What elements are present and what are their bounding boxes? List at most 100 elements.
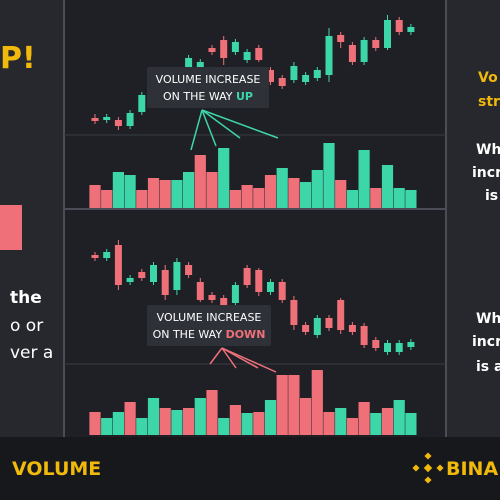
right-panel [447, 0, 500, 437]
brand-name: BINA [446, 458, 498, 480]
candle-body [126, 113, 134, 126]
candle-body [138, 95, 146, 112]
label-box [147, 305, 271, 346]
candle-body [103, 117, 111, 120]
arrows [209, 347, 277, 373]
candle-body [313, 70, 321, 78]
volume-bar [241, 185, 253, 208]
volume-bar [218, 418, 230, 435]
label-text: VOLUME INCREASE [157, 311, 262, 324]
candle-body [337, 35, 345, 42]
volume-bar [288, 178, 300, 208]
volume-bar [159, 180, 171, 208]
volume-bar [276, 168, 288, 208]
candle-body [161, 270, 169, 295]
volume-bar [171, 180, 183, 208]
body-text: the [10, 288, 42, 308]
body-text: ver a [10, 343, 53, 363]
candle-body [114, 245, 122, 285]
candles [91, 240, 415, 355]
label-box [147, 67, 269, 108]
volume-bar [370, 413, 382, 435]
volume-bar [124, 175, 136, 208]
candle-body [384, 343, 391, 352]
candle-body [360, 40, 368, 62]
candle-body [220, 298, 228, 305]
label-text: ON THE WAY [153, 328, 223, 341]
volume-bar [381, 408, 394, 435]
volume-bar [112, 412, 124, 435]
volume-bar [346, 190, 358, 208]
body-text: is [485, 188, 498, 204]
volume-bar [112, 172, 124, 208]
candle-body [360, 326, 368, 345]
volume-bar [147, 178, 160, 208]
headline: P! [0, 41, 36, 76]
candle-body [173, 262, 181, 290]
volume-bar [346, 418, 358, 435]
volume-bar [241, 413, 253, 435]
body-text: incr [472, 334, 500, 350]
candle-body [220, 40, 228, 58]
candle-body [302, 325, 310, 332]
volume-bar [323, 412, 335, 435]
volume-bar [136, 418, 148, 435]
candle-body [208, 48, 216, 52]
volume-bar [300, 398, 312, 435]
candle-body [348, 325, 356, 332]
candle-body [325, 36, 333, 75]
volume-bar [264, 175, 277, 208]
candle-body [407, 342, 415, 347]
arrows [190, 109, 279, 151]
candle-body [395, 343, 403, 352]
volume-bar [159, 408, 171, 435]
candle-body [103, 252, 111, 258]
body-text: incr [472, 165, 500, 181]
footer-title: VOLUME [12, 458, 101, 480]
candle-body [231, 42, 239, 52]
swatch [0, 205, 22, 250]
candle-body [325, 318, 333, 328]
candle-body [372, 340, 380, 348]
volume-bar [393, 400, 405, 435]
body-text: str [478, 94, 500, 110]
candle-body [255, 270, 263, 292]
volume-bars [89, 370, 417, 435]
candle-body [243, 52, 251, 60]
volume-bar [253, 188, 265, 208]
volume-bar [206, 390, 218, 435]
volume-bar [253, 412, 265, 435]
candle-body [196, 282, 204, 300]
candle-body [267, 282, 274, 292]
volume-bars [89, 143, 417, 208]
candle-body [114, 120, 122, 126]
volume-bar [147, 398, 160, 435]
candle-body [302, 75, 310, 82]
volume-bar [358, 402, 370, 435]
candle-body [278, 282, 286, 300]
candle-body [348, 45, 356, 62]
volume-bar [393, 188, 405, 208]
volume-bar [171, 410, 183, 435]
label-text: VOLUME INCREASE [156, 73, 261, 86]
volume-bar [194, 398, 206, 435]
label-text: ON THE WAY [163, 90, 233, 103]
volume-bar [358, 150, 370, 208]
candle-body [150, 265, 157, 282]
volume-bar [323, 143, 335, 208]
candle-body [231, 285, 239, 303]
label-highlight: DOWN [226, 328, 266, 341]
volume-bar [276, 375, 288, 435]
volume-bar [101, 418, 113, 435]
candle-body [407, 27, 415, 32]
candle-body [337, 300, 345, 330]
candle-body [138, 272, 146, 278]
volume-bar [300, 182, 312, 208]
body-text: Wh [476, 142, 500, 158]
candle-body [255, 48, 263, 60]
candle-body [208, 295, 216, 300]
volume-bar [218, 148, 230, 208]
volume-bar [206, 172, 218, 208]
volume-bar [183, 408, 195, 435]
